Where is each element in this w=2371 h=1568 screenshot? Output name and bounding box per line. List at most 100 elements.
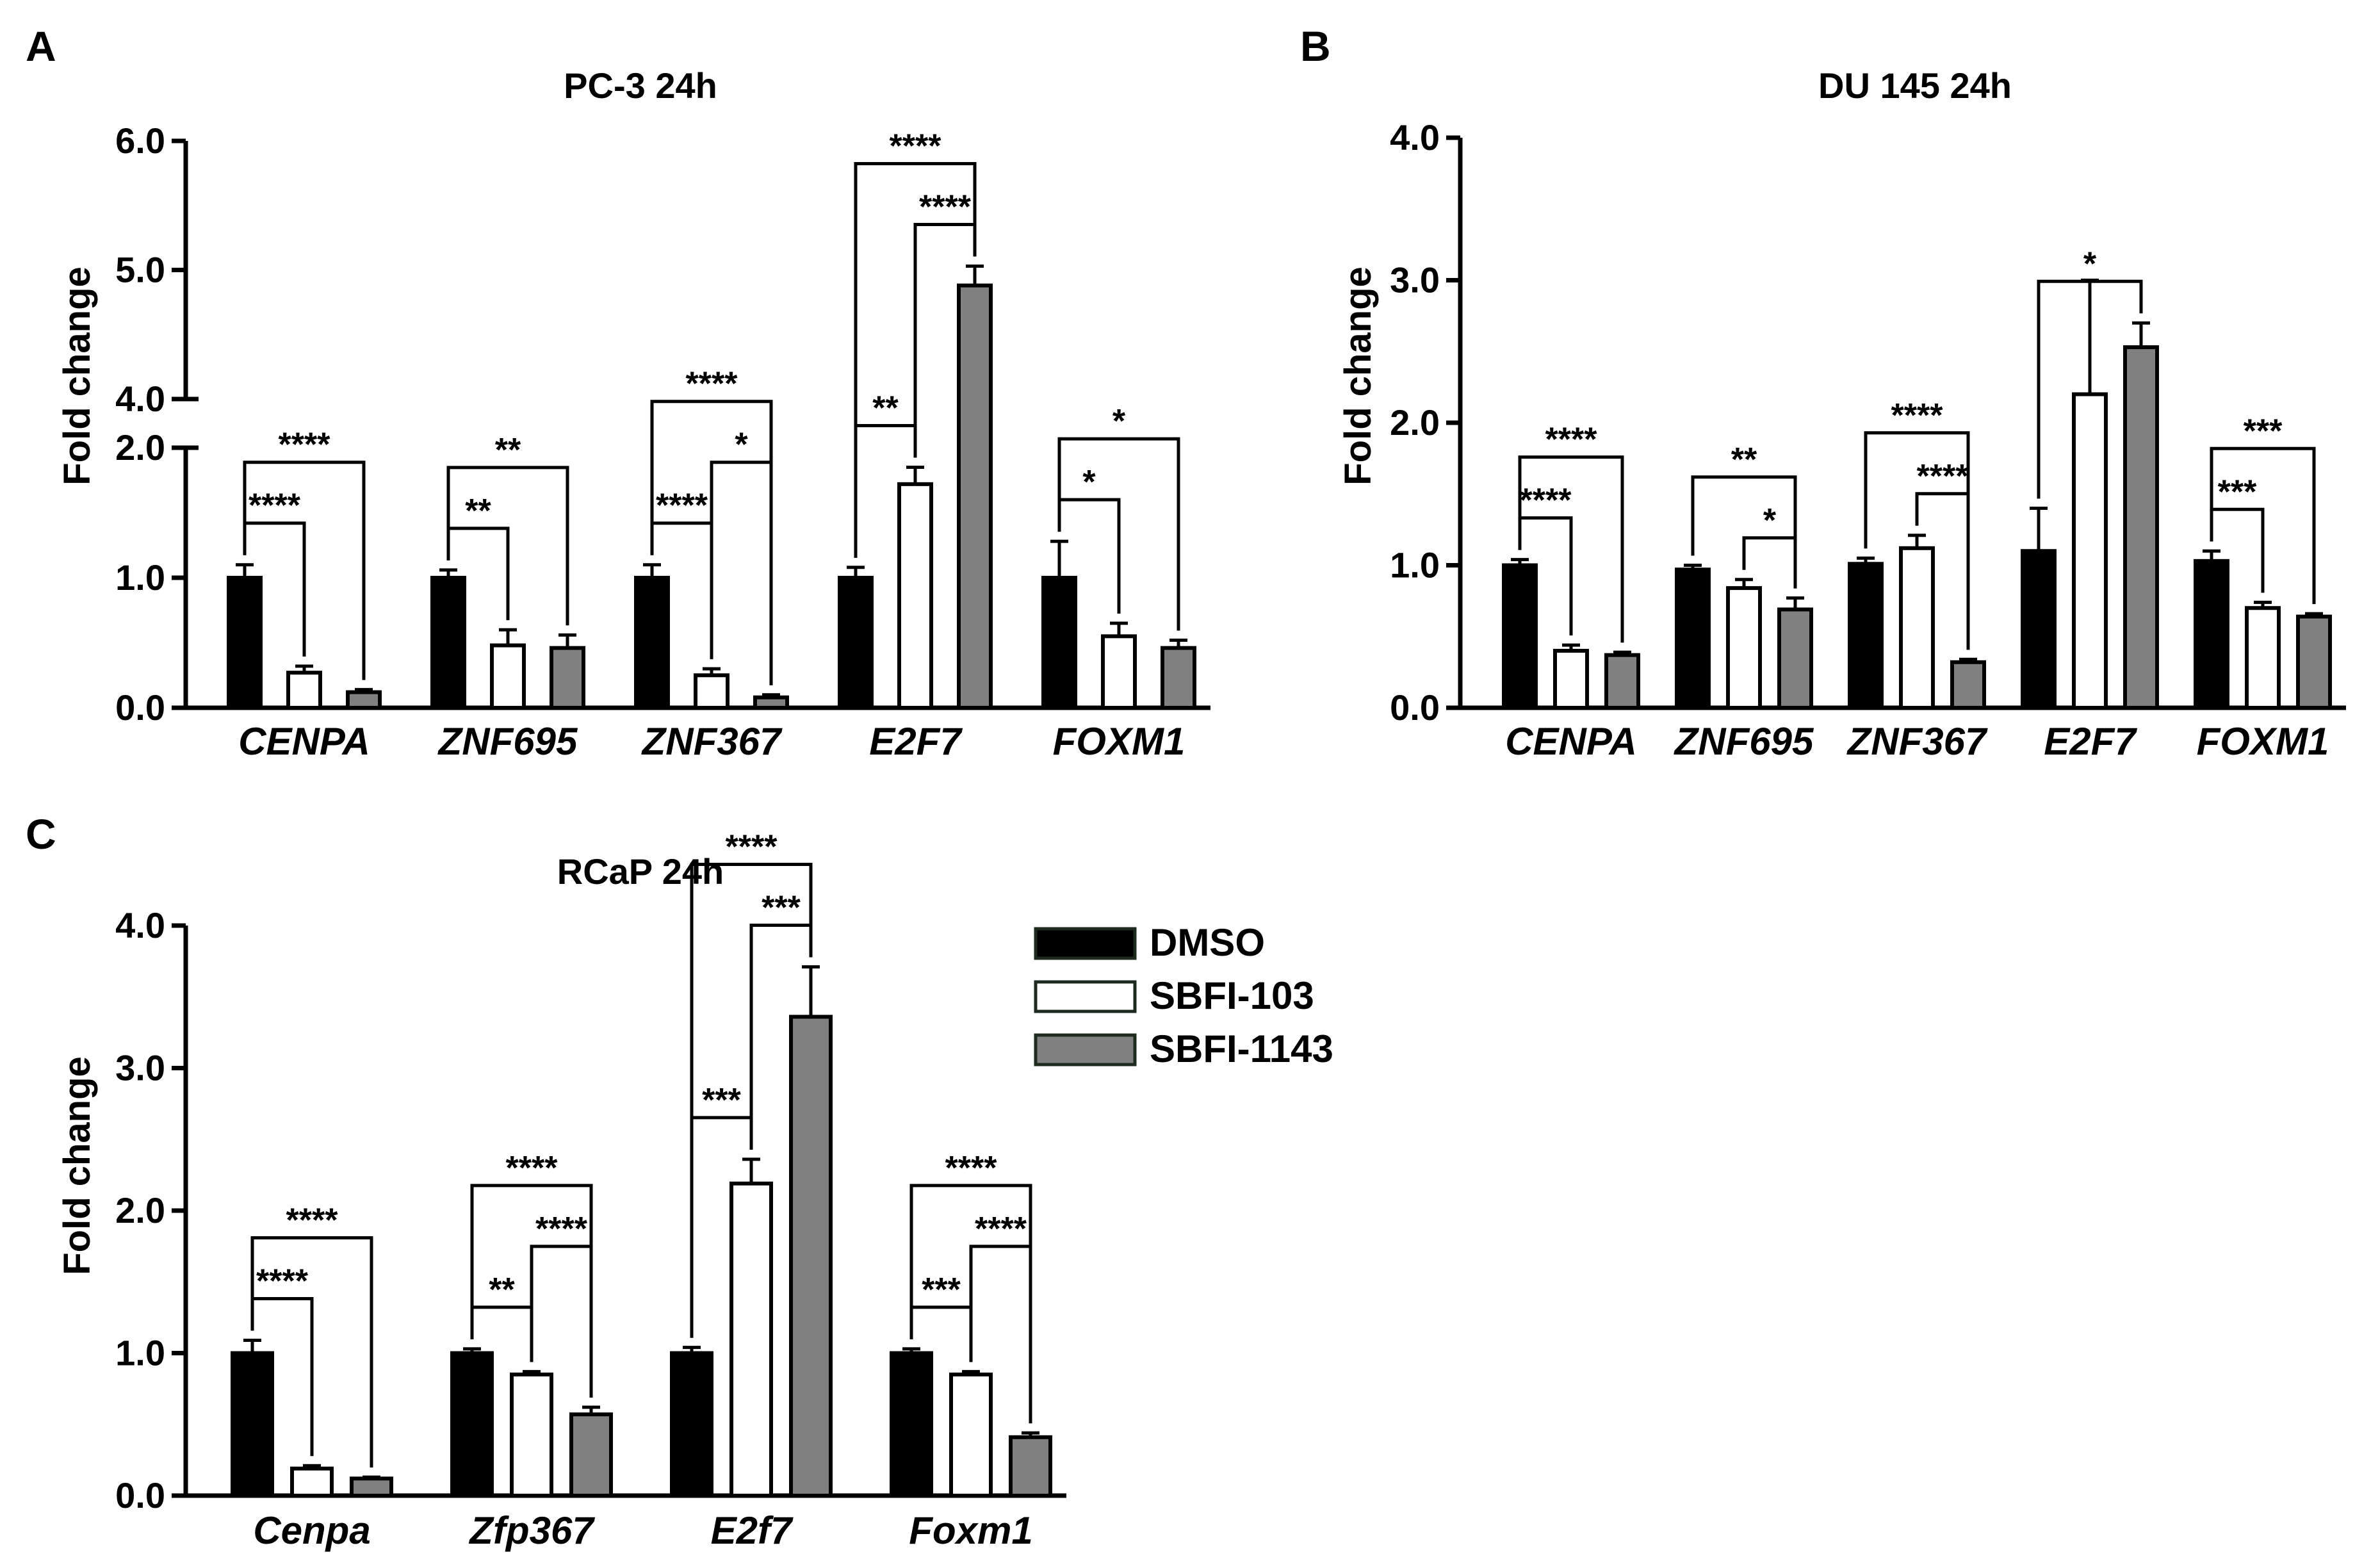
significance-label-b-cenpa-1: **** xyxy=(1545,421,1598,459)
bar-a-e2f7-sbfi-1143 xyxy=(957,283,993,710)
x-category-label-a-cenpa: CENPA xyxy=(238,720,370,763)
significance-label-c-zfp367-1: **** xyxy=(535,1211,588,1248)
x-category-label-b-foxm1: FOXM1 xyxy=(2197,720,2329,763)
significance-bracket-a-foxm1-1 xyxy=(1057,437,1180,631)
x-category-label-b-cenpa: CENPA xyxy=(1505,720,1637,763)
bar-c-foxm1-sbfi-103 xyxy=(949,1372,993,1498)
x-category-label-a-foxm1: FOXM1 xyxy=(1053,720,1186,763)
bar-b-znf367-sbfi-1143 xyxy=(1950,660,1986,710)
significance-bracket-c-foxm1-2 xyxy=(909,1184,1032,1424)
significance-label-b-e2f7-0: * xyxy=(2083,245,2097,282)
significance-label-c-cenpa-1: **** xyxy=(286,1202,339,1239)
bar-b-cenpa-dmso xyxy=(1502,563,1538,710)
bar-b-e2f7-sbfi-1143 xyxy=(2123,345,2159,710)
bar-a-foxm1-dmso xyxy=(1041,576,1077,710)
significance-label-c-e2f7-1: *** xyxy=(762,890,801,927)
bar-b-e2f7-dmso xyxy=(2021,549,2057,710)
significance-bracket-a-cenpa-1 xyxy=(243,461,366,680)
significance-label-b-foxm1-0: *** xyxy=(2218,473,2257,510)
bar-b-foxm1-sbfi-1143 xyxy=(2296,614,2332,710)
y-tick-label-a-3: 4.0 xyxy=(115,379,165,419)
significance-label-c-e2f7-0: *** xyxy=(702,1082,741,1119)
significance-label-b-foxm1-1: *** xyxy=(2244,412,2283,450)
significance-label-a-znf367-2: **** xyxy=(686,366,738,403)
significance-bracket-c-cenpa-1 xyxy=(250,1236,373,1468)
significance-bracket-b-cenpa-1 xyxy=(1518,455,1624,643)
significance-bracket-a-e2f7-2 xyxy=(854,161,977,558)
y-tick-label-b-3: 3.0 xyxy=(1390,260,1440,300)
bar-b-znf695-sbfi-103 xyxy=(1726,586,1762,710)
significance-label-a-cenpa-0: **** xyxy=(249,487,301,525)
y-tick-label-a-0: 0.0 xyxy=(115,687,165,728)
y-tick-label-a-2: 2.0 xyxy=(115,427,165,468)
y-tick-label-c-4: 4.0 xyxy=(115,905,165,945)
significance-label-b-cenpa-0: **** xyxy=(1520,482,1572,519)
significance-label-c-zfp367-0: ** xyxy=(489,1271,515,1309)
bar-c-e2f7-dmso xyxy=(670,1351,713,1498)
x-category-label-a-znf367: ZNF367 xyxy=(641,720,783,763)
x-category-label-b-znf367: ZNF367 xyxy=(1846,720,1988,763)
bar-c-e2f7-sbfi-1143 xyxy=(789,1015,833,1498)
panel-a: A PC-3 24h Fold change 0.0 1.0 2.0 4.0 5.0 6.… xyxy=(26,22,1210,763)
bar-c-zfp367-dmso xyxy=(450,1351,494,1498)
significance-bracket-b-znf695-1 xyxy=(1691,475,1797,589)
bar-b-cenpa-sbfi-103 xyxy=(1553,649,1589,710)
x-category-label-b-znf695: ZNF695 xyxy=(1674,720,1814,763)
y-axis-label-c: Fold change xyxy=(56,1056,98,1275)
bar-a-cenpa-sbfi-103 xyxy=(286,671,322,710)
x-category-label-c-zfp367: Zfp367 xyxy=(468,1509,595,1552)
legend-swatch-sbfi-103 xyxy=(1034,980,1137,1013)
bar-a-foxm1-sbfi-1143 xyxy=(1161,646,1196,710)
x-category-label-c-foxm1: Foxm1 xyxy=(909,1509,1032,1552)
legend-label-sbfi-1143: SBFI-1143 xyxy=(1150,1027,1333,1070)
bar-b-e2f7-sbfi-103 xyxy=(2072,392,2108,710)
significance-label-b-znf695-0: * xyxy=(1763,502,1777,539)
significance-label-a-e2f7-0: ** xyxy=(872,389,899,427)
panel-title-c: RCaP 24h xyxy=(557,851,724,892)
significance-bracket-a-znf695-1 xyxy=(446,466,569,626)
significance-label-a-e2f7-1: **** xyxy=(919,188,972,225)
bar-a-znf367-sbfi-1143 xyxy=(753,695,789,710)
x-category-label-c-e2f7: E2f7 xyxy=(711,1509,794,1552)
bar-a-e2f7-dmso xyxy=(838,576,874,710)
legend-label-dmso: DMSO xyxy=(1150,921,1265,964)
bar-a-znf695-sbfi-1143 xyxy=(550,646,585,710)
significance-label-a-znf695-1: ** xyxy=(495,432,521,469)
bar-c-foxm1-sbfi-1143 xyxy=(1009,1435,1052,1498)
y-tick-label-b-2: 2.0 xyxy=(1390,402,1440,443)
y-tick-label-a-4: 5.0 xyxy=(115,250,165,290)
bar-c-zfp367-sbfi-1143 xyxy=(569,1412,613,1498)
bar-c-cenpa-sbfi-103 xyxy=(290,1466,334,1498)
bar-a-foxm1-sbfi-103 xyxy=(1101,634,1137,710)
bar-a-cenpa-sbfi-1143 xyxy=(346,690,382,710)
significance-label-c-foxm1-2: **** xyxy=(945,1150,998,1187)
bar-b-foxm1-sbfi-103 xyxy=(2245,606,2281,710)
significance-label-b-znf367-0: **** xyxy=(1917,458,1969,495)
legend: DMSO SBFI-103 SBFI-1143 xyxy=(1034,921,1333,1070)
bar-a-znf695-sbfi-103 xyxy=(490,643,526,710)
bar-c-e2f7-sbfi-103 xyxy=(729,1181,773,1498)
significance-label-a-cenpa-1: **** xyxy=(279,427,331,464)
significance-bracket-a-znf367-1 xyxy=(710,461,773,685)
y-axis-label-a: Fold change xyxy=(56,266,98,486)
bar-c-cenpa-dmso xyxy=(231,1351,274,1498)
bar-b-znf695-sbfi-1143 xyxy=(1777,607,1813,710)
bar-c-cenpa-sbfi-1143 xyxy=(350,1476,393,1498)
significance-label-b-znf695-1: ** xyxy=(1731,441,1757,478)
bar-c-zfp367-sbfi-103 xyxy=(510,1372,553,1498)
significance-label-a-foxm1-0: * xyxy=(1082,464,1096,501)
y-tick-label-c-1: 1.0 xyxy=(115,1333,165,1373)
y-tick-label-c-3: 3.0 xyxy=(115,1048,165,1088)
panel-c: C RCaP 24h Fold change 0.0 1.0 2.0 3.0 4.0 Ce… xyxy=(26,810,1066,1552)
significance-label-c-e2f7-2: **** xyxy=(726,829,778,866)
bar-a-znf367-sbfi-103 xyxy=(694,673,729,710)
bar-c-foxm1-dmso xyxy=(890,1351,933,1498)
y-tick-label-c-0: 0.0 xyxy=(115,1475,165,1515)
bar-a-znf695-dmso xyxy=(430,576,466,710)
significance-bracket-b-foxm1-1 xyxy=(2210,446,2316,605)
significance-label-a-znf367-1: * xyxy=(735,427,748,464)
legend-swatch-sbfi-1143 xyxy=(1034,1033,1137,1066)
significance-label-c-zfp367-2: **** xyxy=(506,1150,558,1187)
significance-label-a-znf367-0: **** xyxy=(656,487,708,525)
